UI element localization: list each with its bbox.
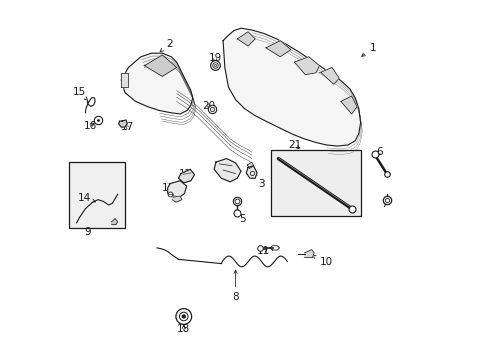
Text: 14: 14	[78, 193, 95, 203]
Polygon shape	[340, 96, 356, 114]
Circle shape	[182, 315, 185, 318]
Text: 21: 21	[288, 140, 301, 150]
Text: 3: 3	[253, 174, 264, 189]
Polygon shape	[172, 196, 182, 202]
Text: 2: 2	[160, 39, 172, 51]
Text: 4: 4	[216, 161, 225, 171]
Polygon shape	[247, 162, 253, 168]
Text: 8: 8	[232, 270, 239, 302]
Text: 5: 5	[237, 210, 245, 224]
Polygon shape	[119, 120, 127, 127]
Text: 12: 12	[179, 168, 192, 179]
Text: 16: 16	[83, 121, 97, 131]
Text: 19: 19	[208, 53, 222, 63]
Text: 18: 18	[177, 324, 190, 334]
Circle shape	[176, 309, 191, 324]
Text: 10: 10	[312, 255, 332, 267]
Polygon shape	[223, 28, 360, 146]
Text: 9: 9	[84, 227, 91, 237]
Polygon shape	[144, 55, 176, 76]
Polygon shape	[246, 166, 257, 178]
Text: 7: 7	[381, 197, 387, 209]
Polygon shape	[319, 67, 339, 84]
Polygon shape	[265, 41, 290, 57]
Text: 1: 1	[361, 43, 376, 57]
Bar	[69, 162, 124, 228]
Text: 13: 13	[162, 183, 175, 193]
Bar	[271, 150, 360, 216]
Text: 20: 20	[202, 101, 215, 111]
Text: 17: 17	[121, 122, 134, 132]
Polygon shape	[167, 181, 186, 197]
Polygon shape	[304, 249, 313, 257]
Text: 11: 11	[256, 247, 269, 256]
Polygon shape	[121, 53, 192, 114]
Polygon shape	[178, 169, 194, 183]
Text: 15: 15	[73, 87, 87, 100]
Polygon shape	[111, 219, 118, 225]
Polygon shape	[294, 57, 319, 75]
Polygon shape	[214, 158, 241, 182]
Polygon shape	[237, 32, 255, 46]
Polygon shape	[121, 73, 128, 87]
Circle shape	[179, 312, 188, 321]
Text: 6: 6	[375, 147, 382, 157]
